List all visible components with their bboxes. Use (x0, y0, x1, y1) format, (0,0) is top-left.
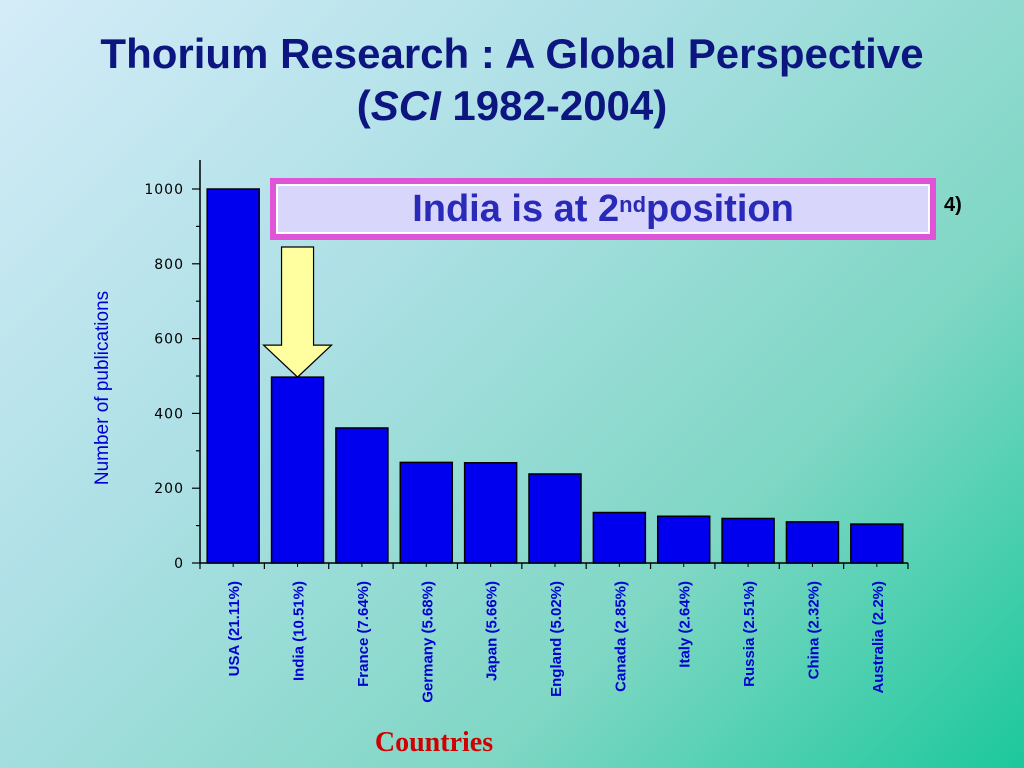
y-tick-label: 800 (154, 257, 184, 273)
y-tick-label: 1000 (144, 182, 184, 198)
x-tick-label: Australia (2.2%) (870, 581, 887, 694)
y-tick-label: 400 (154, 406, 184, 422)
bar (785, 521, 840, 564)
x-tick-label: Germany (5.68%) (419, 581, 436, 703)
x-tick-label: China (2.32%) (805, 581, 822, 679)
bar (206, 188, 260, 564)
callout-superscript: nd (619, 192, 647, 217)
bar (850, 523, 904, 564)
chart-bars (206, 188, 904, 564)
bar (656, 515, 711, 564)
slide-title: Thorium Research : A Global Perspective … (0, 28, 1024, 132)
partial-text: 4) (944, 194, 962, 216)
bar (270, 376, 325, 564)
bar (528, 473, 582, 564)
x-tick-label: Italy (2.64%) (677, 581, 694, 668)
bar (335, 427, 389, 564)
x-tick-label: USA (21.11%) (226, 581, 243, 676)
bar (463, 462, 518, 564)
x-tick-label: Russia (2.51%) (741, 581, 758, 687)
title-line-2: (SCI 1982-2004) (0, 80, 1024, 132)
x-tick-label: India (10.51%) (291, 581, 308, 681)
y-tick-label: 200 (154, 481, 184, 497)
y-axis-label: Number of publications (92, 291, 113, 485)
x-tick-label: England (5.02%) (548, 581, 565, 697)
x-tick-label: Japan (5.66%) (484, 581, 501, 681)
down-arrow-icon (262, 246, 334, 378)
bar (721, 517, 775, 564)
x-axis-label: Countries (374, 727, 494, 758)
callout-prefix: India is at 2 (412, 187, 620, 230)
bar (399, 461, 454, 564)
y-tick-label: 0 (174, 556, 184, 572)
x-tick-label: Canada (2.85%) (612, 581, 629, 692)
bar (592, 511, 647, 564)
highlight-arrow (262, 246, 334, 378)
title-years: 1982-2004) (440, 82, 668, 129)
callout-suffix: position (646, 187, 794, 230)
title-sci: SCI (370, 82, 441, 129)
title-paren: ( (356, 82, 371, 129)
x-tick-label: France (7.64%) (355, 581, 372, 687)
chart-category-labels: USA (21.11%) India (10.51%) France (7.64%)… (226, 581, 887, 703)
chart-ticks: 0 200 400 600 800 1000 (144, 182, 909, 572)
title-line-1: Thorium Research : A Global Perspective (100, 30, 924, 77)
y-tick-label: 600 (154, 332, 184, 348)
